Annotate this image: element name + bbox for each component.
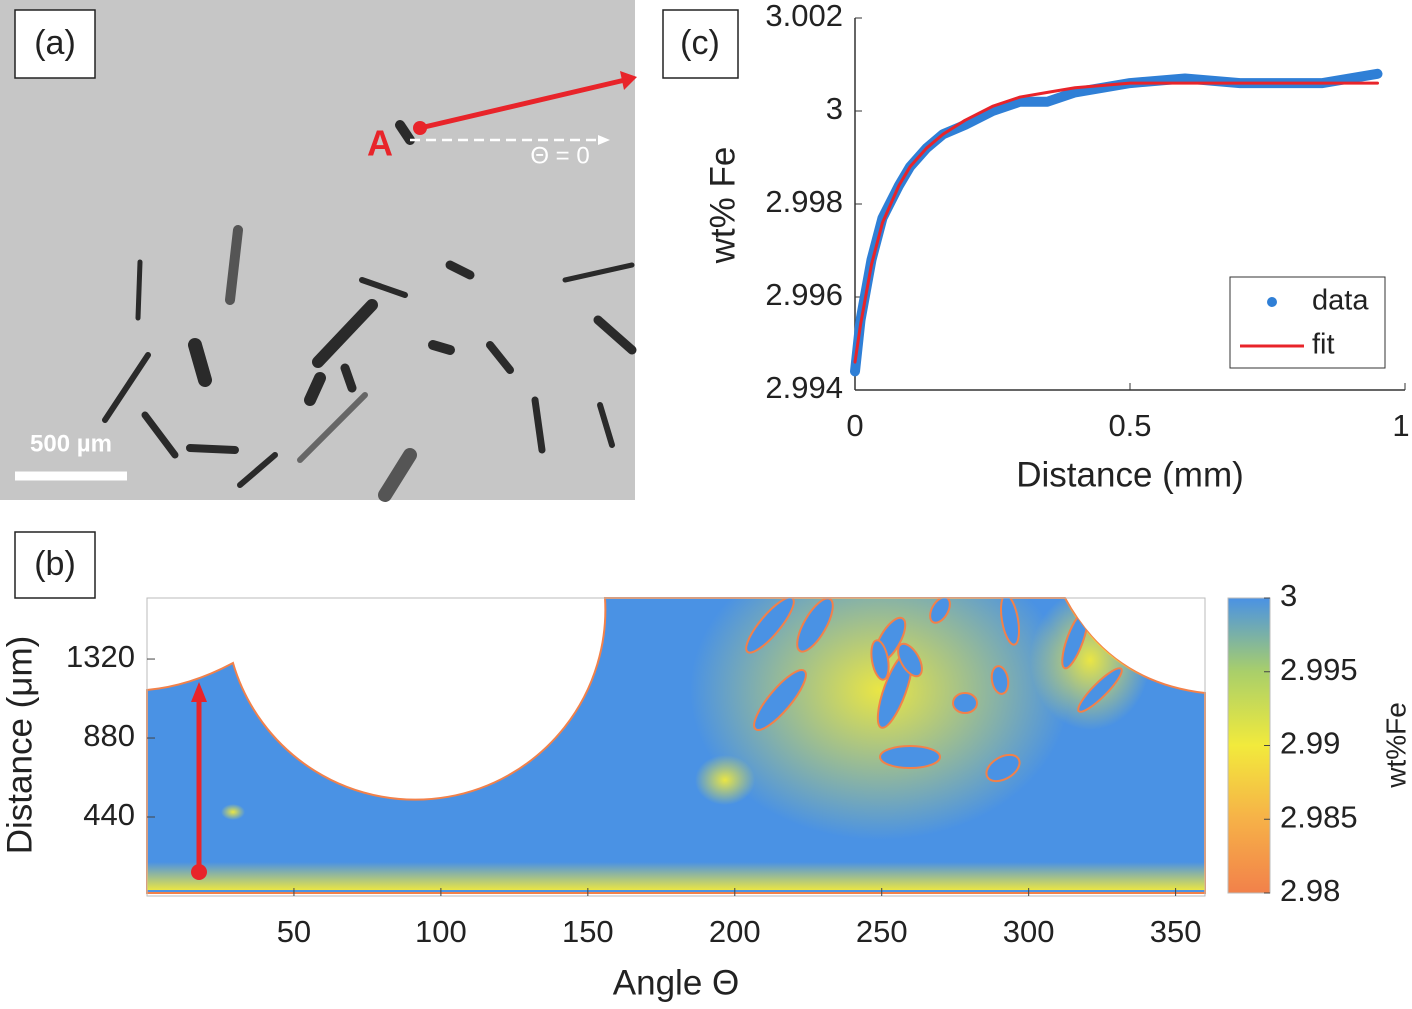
point-a	[413, 121, 427, 135]
concentration-halo	[1030, 598, 1150, 730]
panel-label: (b)	[34, 545, 76, 583]
y-tick-label: 2.998	[765, 184, 843, 219]
colorbar-tick-label: 2.98	[1280, 873, 1340, 908]
y-tick-label: 2.996	[765, 277, 843, 312]
angle-label: Θ = 0	[530, 142, 589, 169]
x-tick-label: 50	[277, 914, 311, 949]
legend-label: fit	[1312, 329, 1335, 361]
particle	[1077, 667, 1123, 713]
colorbar-tick-label: 2.985	[1280, 799, 1358, 834]
boundary-band	[147, 862, 1205, 890]
x-tick-label: 0	[846, 408, 863, 443]
colorbar-tick-label: 3	[1280, 578, 1297, 613]
particle	[990, 665, 1010, 695]
y-tick-label: 3	[826, 91, 843, 126]
concentration-halo	[695, 755, 755, 805]
x-tick-label: 300	[1003, 914, 1055, 949]
x-tick-label: 350	[1150, 914, 1202, 949]
micrograph: (a) A Θ = 0 500 µm	[0, 0, 637, 502]
panel-label-box	[14, 9, 96, 79]
point-label: A	[367, 123, 393, 164]
x-axis-label: Angle Θ	[613, 963, 739, 1002]
particle	[753, 669, 807, 731]
particle	[1000, 598, 1020, 646]
y-tick-label: 3.002	[765, 0, 843, 33]
plot-frame	[146, 597, 1206, 897]
particle	[897, 642, 923, 678]
y-axis-label: Distance (μm)	[0, 636, 39, 855]
y-tick-label: 2.994	[765, 370, 843, 405]
colorbar	[1227, 597, 1271, 894]
arrow-head	[620, 71, 637, 90]
legend-box	[1229, 276, 1386, 369]
particle	[796, 598, 834, 653]
point-a	[191, 864, 207, 880]
particle	[985, 753, 1021, 783]
legend-label: data	[1312, 285, 1369, 317]
particles	[102, 120, 637, 502]
fit-line	[853, 81, 1379, 364]
x-tick-label: 1	[1392, 408, 1409, 443]
x-tick-label: 150	[562, 914, 614, 949]
profile-arrow	[419, 77, 626, 131]
panel-label-box	[14, 531, 96, 599]
x-tick-label: 200	[709, 914, 761, 949]
colorbar-tick-label: 2.995	[1280, 652, 1358, 687]
particle	[952, 692, 978, 714]
arrow-head	[598, 135, 610, 145]
panel-label-box	[662, 9, 739, 79]
colorbar-label: wt%Fe	[1380, 702, 1411, 789]
x-tick-label: 100	[415, 914, 467, 949]
x-axis-label: Distance (mm)	[1016, 455, 1244, 494]
y-axis-label: wt% Fe	[703, 147, 742, 265]
scale-bar-label: 500 µm	[30, 430, 112, 457]
heatmap-features	[147, 598, 1205, 890]
concentration-halo	[221, 804, 245, 820]
x-tick-label: 0.5	[1108, 408, 1151, 443]
colorbar-tick-label: 2.99	[1280, 726, 1340, 761]
particle	[870, 639, 890, 681]
y-tick-label: 440	[83, 797, 135, 832]
particle	[929, 598, 951, 624]
y-tick-label: 1320	[66, 639, 135, 674]
legend-marker	[1267, 297, 1277, 307]
particle	[879, 745, 941, 769]
x-tick-label: 250	[856, 914, 908, 949]
panel-label: (a)	[34, 24, 76, 62]
panel-label: (c)	[680, 24, 720, 62]
y-tick-label: 880	[83, 718, 135, 753]
arrow-head	[191, 682, 207, 702]
